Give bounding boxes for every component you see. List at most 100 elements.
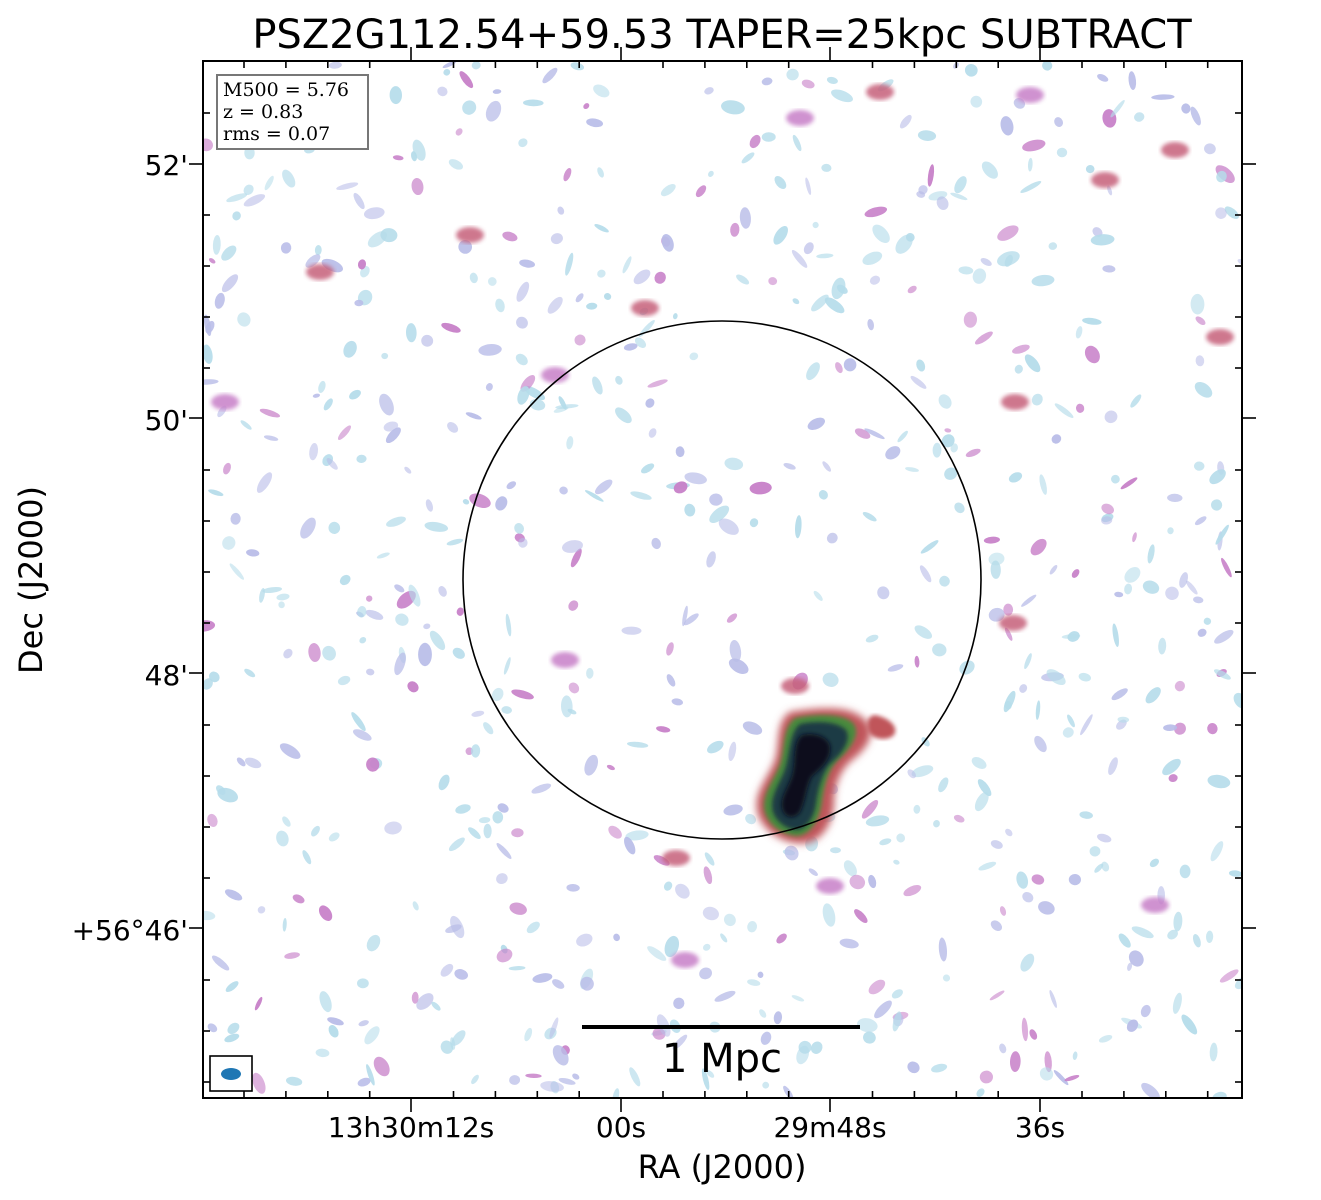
noise-blob	[1024, 653, 1032, 670]
noise-blob	[429, 630, 446, 651]
noise-blob	[515, 353, 528, 366]
ra-tick-label: 13h30m12s	[328, 1111, 495, 1144]
beam-ellipse	[221, 1068, 241, 1080]
noise-blob	[229, 563, 244, 580]
noise-blob	[944, 467, 958, 480]
noise-blob	[259, 408, 281, 418]
noise-blob	[495, 496, 508, 511]
noise-knot	[541, 367, 569, 383]
noise-blob	[971, 757, 987, 769]
noise-blob	[519, 259, 536, 268]
noise-blob	[760, 1031, 772, 1045]
noise-blob	[854, 428, 871, 439]
noise-blob	[932, 442, 942, 458]
noise-blob	[292, 894, 305, 904]
noise-blob	[666, 674, 676, 687]
info-rms: rms = 0.07	[223, 123, 330, 145]
noise-blob	[824, 297, 845, 314]
noise-blob	[318, 905, 333, 921]
noise-blob	[1004, 627, 1013, 641]
noise-blob	[366, 668, 375, 676]
noise-blob	[675, 883, 690, 899]
noise-blob	[524, 1027, 533, 1042]
noise-blob	[972, 268, 987, 284]
noise-blob	[645, 398, 655, 408]
noise-blob	[988, 552, 1005, 566]
noise-blob	[849, 874, 866, 890]
noise-blob	[818, 490, 828, 500]
noise-blob	[1098, 1035, 1113, 1043]
noise-blob	[1192, 934, 1201, 948]
noise-blob	[1117, 716, 1130, 723]
noise-blob	[214, 292, 225, 309]
noise-blob	[562, 540, 583, 553]
noise-blob	[542, 67, 558, 84]
noise-blob	[381, 352, 389, 360]
noise-blob	[359, 636, 367, 644]
noise-blob	[394, 652, 406, 676]
noise-blob	[471, 1074, 479, 1085]
noise-blob	[907, 769, 916, 779]
noise-knot	[999, 615, 1027, 631]
noise-blob	[664, 935, 680, 958]
noise-blob	[728, 658, 749, 674]
noise-blob	[822, 672, 839, 687]
noise-blob	[280, 242, 292, 254]
noise-blob	[1107, 185, 1113, 196]
noise-blob	[262, 586, 283, 594]
noise-blob	[448, 159, 463, 170]
noise-blob	[997, 225, 1019, 241]
noise-blob	[629, 1067, 641, 1087]
noise-blob	[1193, 596, 1204, 604]
noise-blob	[1114, 591, 1124, 598]
noise-blob	[1207, 723, 1218, 735]
noise-blob	[757, 971, 764, 978]
noise-blob	[1035, 700, 1041, 720]
noise-blob	[518, 537, 528, 548]
noise-blob	[485, 383, 493, 391]
noise-blob	[282, 169, 296, 188]
noise-blob	[1228, 870, 1242, 877]
noise-blob	[792, 134, 802, 152]
noise-blob	[509, 1075, 521, 1085]
noise-blob	[547, 296, 563, 314]
noise-blob	[1215, 207, 1227, 219]
noise-blob	[1174, 680, 1185, 692]
noise-blob	[328, 61, 342, 69]
noise-blob	[1126, 1019, 1139, 1032]
noise-blob	[1005, 828, 1013, 837]
noise-blob	[867, 318, 875, 331]
noise-blob	[603, 293, 612, 300]
noise-blob	[1140, 1004, 1151, 1018]
noise-blob	[421, 334, 434, 347]
noise-blob	[708, 170, 714, 177]
noise-blob	[365, 609, 384, 620]
noise-blob	[896, 833, 906, 843]
noise-blob	[525, 1073, 542, 1079]
noise-blob	[491, 687, 504, 702]
noise-blob	[468, 827, 481, 839]
noise-blob	[523, 99, 544, 107]
noise-blob	[496, 948, 513, 963]
noise-blob	[487, 277, 497, 286]
noise-blob	[1067, 714, 1075, 728]
ra-tick-label: 36s	[1015, 1111, 1065, 1144]
noise-blob	[784, 845, 799, 861]
noise-blob	[1021, 594, 1037, 607]
noise-blob	[384, 821, 402, 835]
noise-blob	[438, 586, 447, 597]
noise-blob	[1071, 569, 1080, 578]
noise-blob	[451, 1030, 466, 1046]
noise-blob	[1124, 567, 1141, 583]
noise-blob	[980, 257, 992, 267]
noise-blob	[1163, 724, 1178, 732]
noise-blob	[1003, 603, 1014, 616]
noise-blob	[1042, 61, 1053, 71]
noise-blob	[440, 963, 454, 977]
noise-blob	[747, 921, 758, 933]
noise-blob	[1014, 364, 1023, 374]
noise-blob	[322, 645, 336, 661]
noise-blob	[353, 192, 365, 210]
noise-blob	[865, 815, 890, 827]
noise-blob	[366, 757, 380, 772]
